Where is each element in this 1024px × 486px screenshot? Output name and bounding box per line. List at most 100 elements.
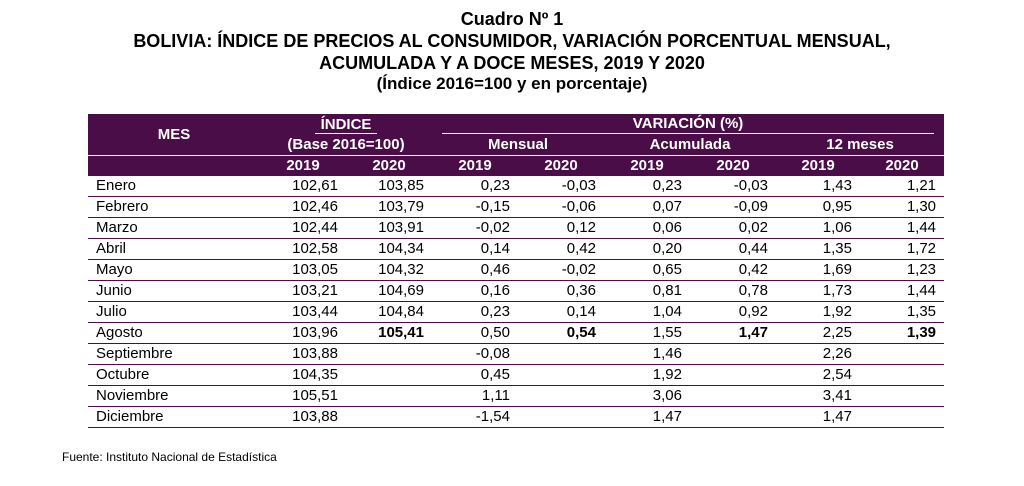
row-value: 1,23 [860,259,945,281]
row-value [518,385,604,407]
row-month: Enero [88,176,260,197]
source-note: Fuente: Instituto Nacional de Estadístic… [62,450,277,464]
row-value: 103,05 [260,259,346,281]
row-value [860,343,945,365]
header-year: 2020 [860,155,945,176]
row-value: 0,12 [518,217,604,239]
row-value: 102,58 [260,238,346,260]
row-value: 1,39 [860,322,945,344]
row-month: Mayo [88,259,260,281]
row-month: Septiembre [88,343,260,365]
row-value: 0,14 [432,238,518,260]
row-value: 102,44 [260,217,346,239]
row-value: -0,03 [518,176,604,197]
row-value: 1,69 [776,259,860,281]
row-value [690,364,776,386]
row-value: 1,46 [604,343,690,365]
row-value: 0,16 [432,280,518,302]
row-value: 1,35 [776,238,860,260]
row-value: 102,61 [260,176,346,197]
row-value: 0,23 [604,176,690,197]
row-value: 1,44 [860,280,945,302]
row-value: 0,07 [604,196,690,218]
row-value: 1,04 [604,301,690,323]
row-month: Octubre [88,364,260,386]
header-variacion-label: VARIACIÓN (%) [442,114,934,134]
row-value: -0,02 [432,217,518,239]
row-value: 0,42 [690,259,776,281]
row-value: 1,21 [860,176,945,197]
row-value: 1,47 [690,322,776,344]
row-month: Agosto [88,322,260,344]
row-value: 1,72 [860,238,945,260]
table-title-line-2: ACUMULADA Y A DOCE MESES, 2019 Y 2020 [319,53,705,73]
header-12-meses: 12 meses [776,134,945,156]
header-mes: MES [88,114,260,156]
row-value [346,364,432,386]
table-row: Mayo 103,05 104,32 0,46 -0,02 0,65 0,42 1,69 1,2… [88,259,945,281]
row-value [860,406,945,428]
row-value: 1,35 [860,301,945,323]
row-value: 105,51 [260,385,346,407]
header-year: 2019 [776,155,860,176]
header-year: 2019 [604,155,690,176]
row-value [690,406,776,428]
header-acumulada: Acumulada [604,134,776,156]
header-year: 2020 [518,155,604,176]
row-value: 1,47 [604,406,690,428]
table-row: Agosto 103,96 105,41 0,50 0,54 1,55 1,47 2,25 1,… [88,322,945,344]
row-value [690,385,776,407]
table-body: Enero 102,61 103,85 0,23 -0,03 0,23 -0,03 1,43 1… [88,176,945,428]
table-row: Julio 103,44 104,84 0,23 0,14 1,04 0,92 1,92 1,3… [88,301,945,323]
row-value: 1,11 [432,385,518,407]
row-value: 104,84 [346,301,432,323]
header-mes-blank [88,155,260,176]
table-row: Junio 103,21 104,69 0,16 0,36 0,81 0,78 1,73 1,4… [88,280,945,302]
header-year: 2020 [690,155,776,176]
row-value [346,406,432,428]
row-value: 1,06 [776,217,860,239]
row-value: -0,08 [432,343,518,365]
row-value: 1,73 [776,280,860,302]
row-value: 0,23 [432,301,518,323]
row-value: 103,88 [260,406,346,428]
table-title-block: Cuadro Nº 1 BOLIVIA: ÍNDICE DE PRECIOS A… [0,8,1024,94]
header-base: (Base 2016=100) [260,134,432,156]
header-mensual: Mensual [432,134,604,156]
row-value: 0,44 [690,238,776,260]
row-value: -0,15 [432,196,518,218]
row-value: 103,91 [346,217,432,239]
row-value: 104,69 [346,280,432,302]
row-value: 0,36 [518,280,604,302]
header-year: 2019 [432,155,518,176]
row-value [346,343,432,365]
row-value: 104,32 [346,259,432,281]
table-row: Abril 102,58 104,34 0,14 0,42 0,20 0,44 1,35 1,7… [88,238,945,260]
table-subtitle: (Índice 2016=100 y en porcentaje) [376,74,648,93]
row-value: 103,44 [260,301,346,323]
row-value: 0,92 [690,301,776,323]
row-value: 0,42 [518,238,604,260]
row-value: 0,14 [518,301,604,323]
row-month: Julio [88,301,260,323]
row-value: -1,54 [432,406,518,428]
row-value: 104,35 [260,364,346,386]
row-value: 0,95 [776,196,860,218]
row-month: Marzo [88,217,260,239]
row-value: 0,46 [432,259,518,281]
row-value [690,343,776,365]
row-value: 103,96 [260,322,346,344]
row-value: 0,23 [432,176,518,197]
row-value: 0,06 [604,217,690,239]
row-value: 103,88 [260,343,346,365]
row-value: 1,92 [604,364,690,386]
table-row: Diciembre 103,88 -1,54 1,47 1,47 [88,406,945,428]
table-row: Febrero 102,46 103,79 -0,15 -0,06 0,07 -0,09 0,… [88,196,945,218]
row-value: 1,43 [776,176,860,197]
row-value: 102,46 [260,196,346,218]
table-row: Septiembre 103,88 -0,08 1,46 2,26 [88,343,945,365]
row-value: 1,55 [604,322,690,344]
row-value: 0,50 [432,322,518,344]
row-value [346,385,432,407]
row-value: 104,34 [346,238,432,260]
